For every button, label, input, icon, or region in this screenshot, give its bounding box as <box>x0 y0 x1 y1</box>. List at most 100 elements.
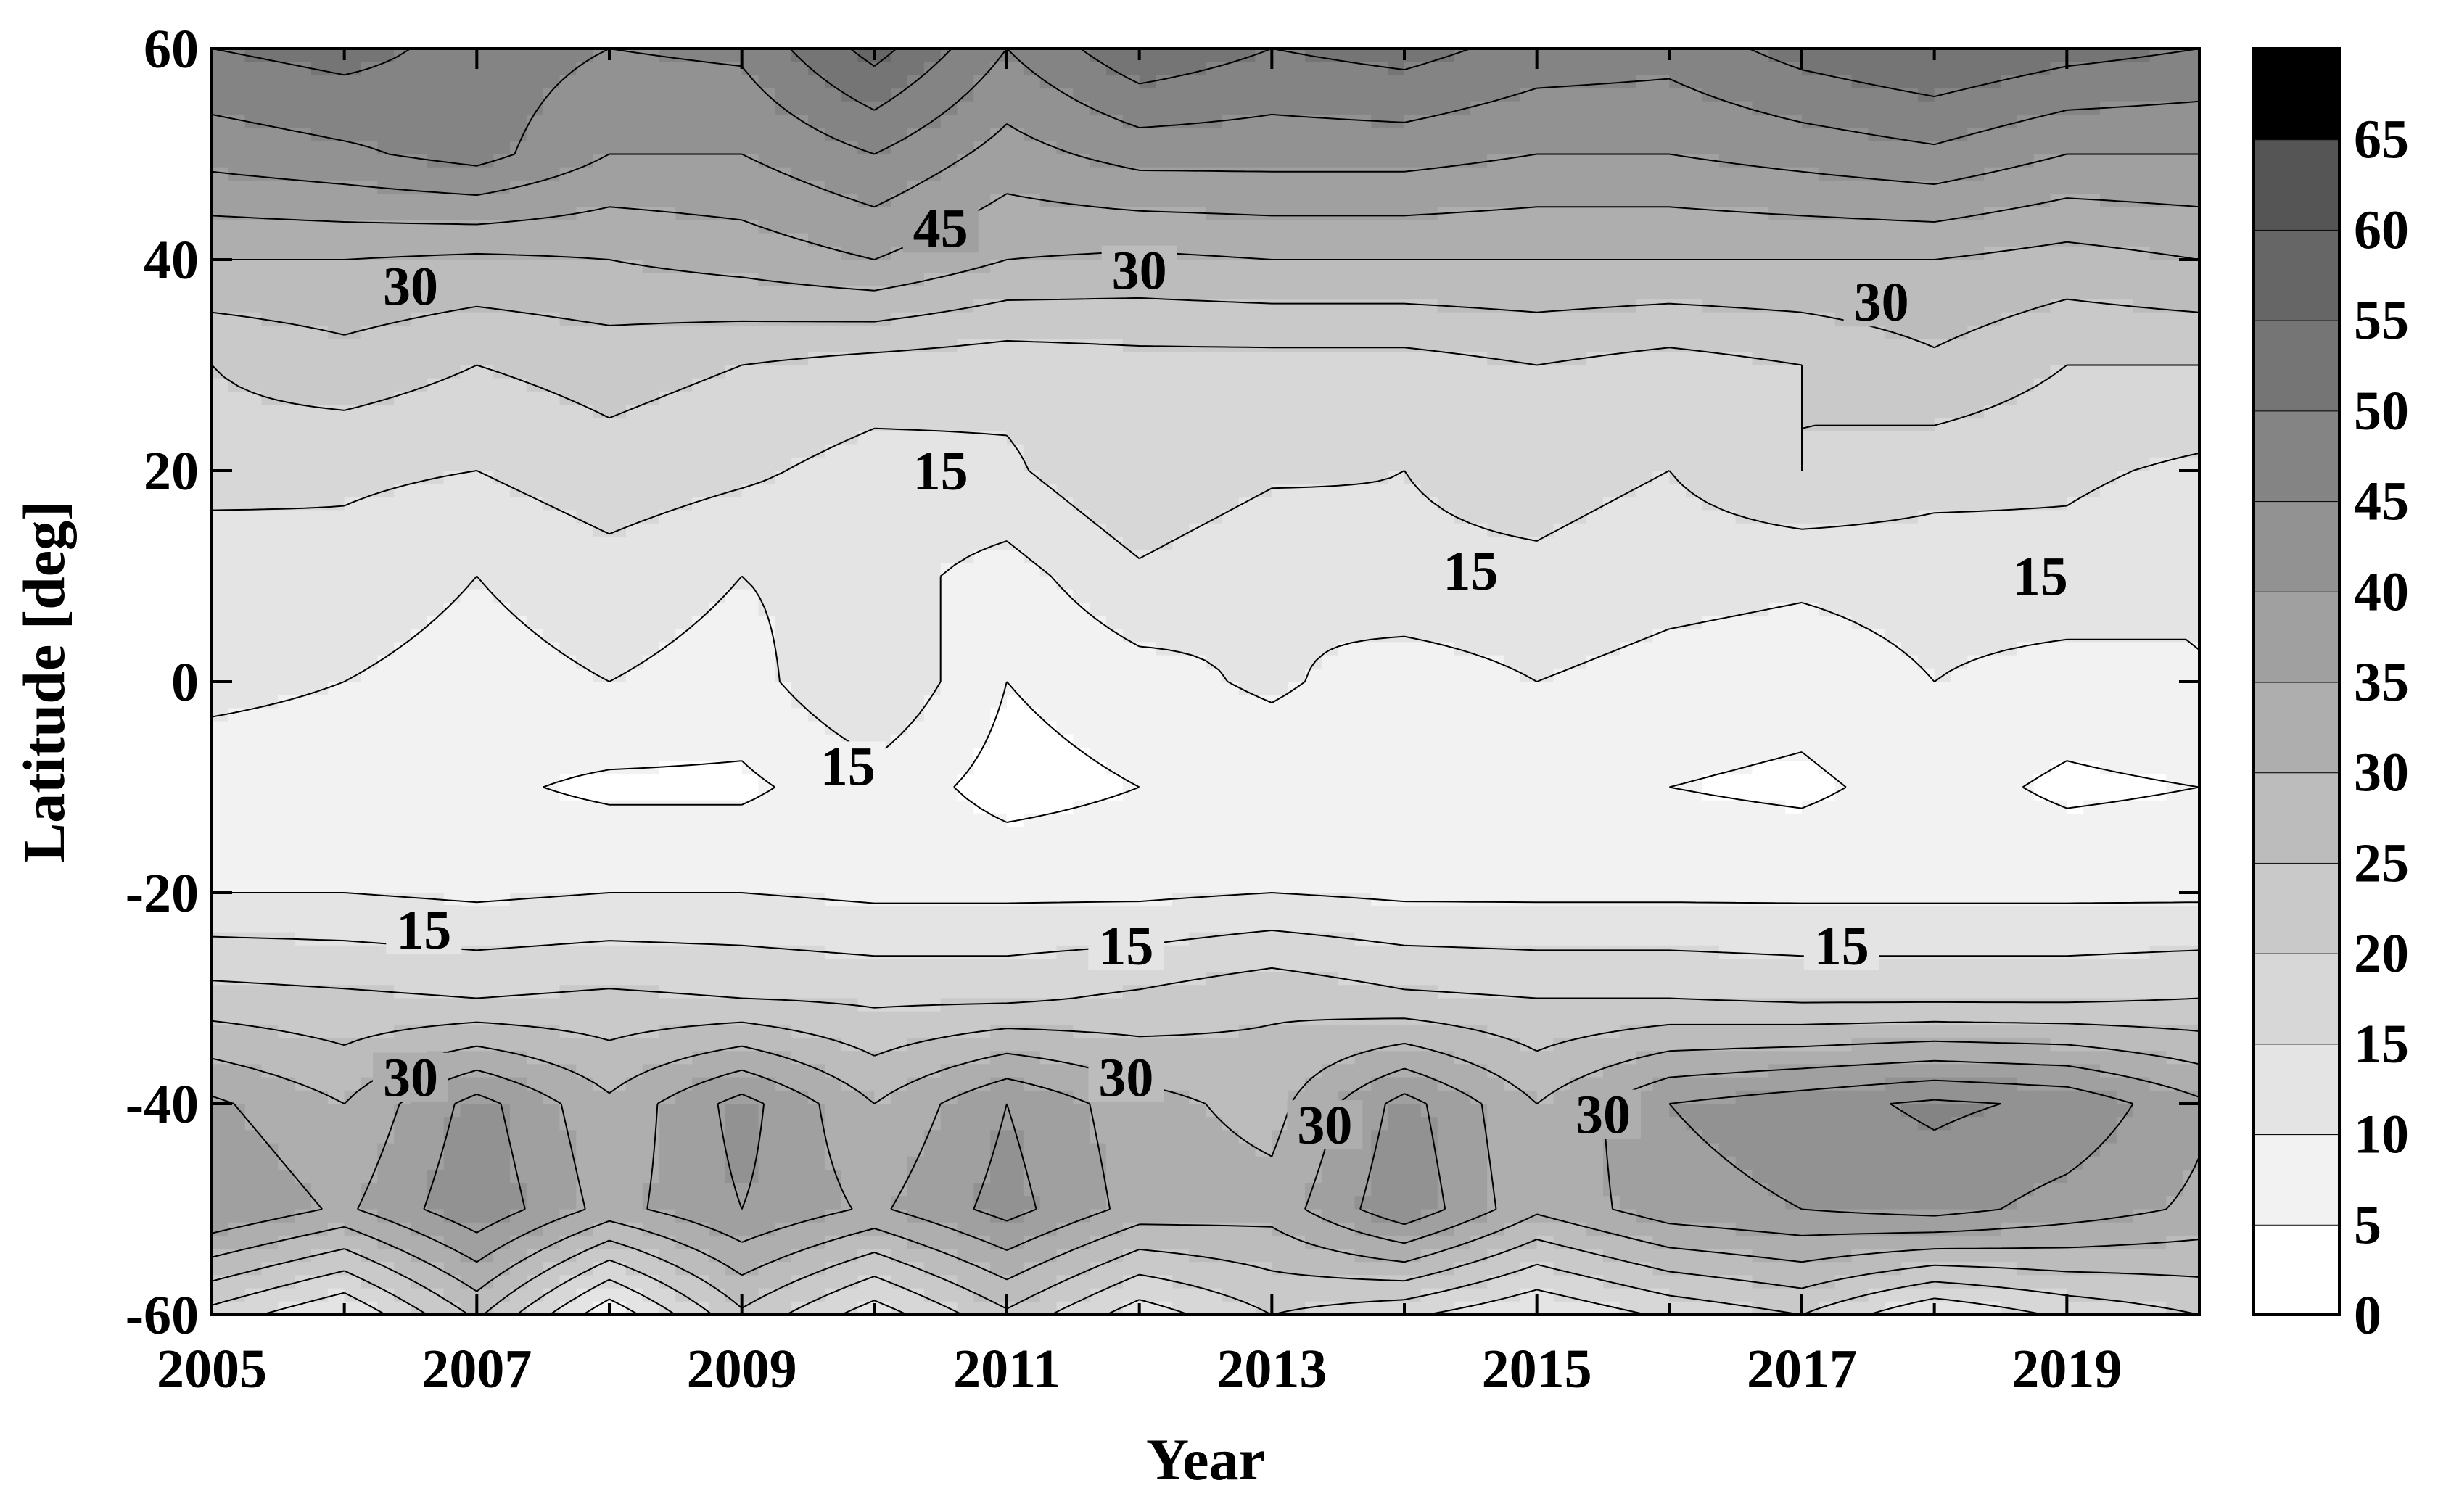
contour-cell <box>824 128 842 142</box>
contour-cell <box>1139 114 1157 128</box>
contour-cell <box>1156 167 1174 181</box>
contour-cell <box>2183 154 2199 168</box>
contour-cell <box>1536 352 1554 366</box>
contour-cell <box>709 312 726 326</box>
contour-cell <box>1917 510 1935 524</box>
contour-cell <box>808 246 825 260</box>
contour-cell <box>775 352 792 366</box>
contour-cell <box>1371 88 1388 102</box>
contour-cell <box>311 457 329 471</box>
contour-cell <box>1984 260 2001 273</box>
contour-cell <box>874 114 891 128</box>
contour-cell <box>1073 246 1090 260</box>
contour-cell <box>2149 49 2167 62</box>
contour-cell <box>990 405 1008 419</box>
contour-cell <box>2133 550 2151 564</box>
contour-cell <box>1752 154 1770 168</box>
contour-cell <box>891 550 908 564</box>
contour-cell <box>443 471 461 484</box>
contour-cell <box>1189 550 1206 564</box>
contour-cell <box>477 325 494 339</box>
contour-cell <box>1984 49 2001 62</box>
contour-cell <box>675 246 693 260</box>
contour-cell <box>1520 444 1538 458</box>
contour-cell <box>2100 207 2117 221</box>
contour-cell <box>1536 207 1554 221</box>
contour-cell <box>1901 576 1919 590</box>
contour-cell <box>1718 339 1737 353</box>
contour-cell <box>1686 484 1703 498</box>
contour-cell <box>1735 431 1753 445</box>
contour-cell <box>1272 49 1289 62</box>
contour-cell <box>907 405 925 419</box>
contour-cell <box>1073 233 1090 247</box>
contour-cell <box>1073 49 1090 62</box>
contour-cell <box>1371 405 1388 419</box>
contour-cell <box>1652 286 1671 300</box>
contour-cell <box>808 378 825 392</box>
contour-cell <box>1768 471 1786 484</box>
contour-cell <box>1735 207 1753 221</box>
contour-cell <box>1802 352 1819 366</box>
contour-cell <box>1156 365 1174 379</box>
contour-cell <box>1768 431 1786 445</box>
contour-cell <box>1718 128 1737 142</box>
contour-cell <box>2166 563 2183 577</box>
contour-cell <box>311 101 329 115</box>
contour-cell <box>1967 167 1985 181</box>
contour-cell <box>1901 444 1919 458</box>
contour-cell <box>824 339 842 353</box>
contour-cell <box>1586 550 1604 564</box>
contour-cell <box>1885 180 1902 194</box>
contour-cell <box>1354 471 1372 484</box>
contour-cell <box>891 325 908 339</box>
contour-cell <box>510 471 527 484</box>
contour-cell <box>1901 405 1919 419</box>
contour-cell <box>808 339 825 353</box>
contour-cell <box>394 563 411 577</box>
contour-cell <box>824 49 842 62</box>
contour-cell <box>411 484 428 498</box>
contour-cell <box>923 75 942 89</box>
contour-cell <box>1718 563 1737 577</box>
contour-cell <box>609 550 627 564</box>
contour-cell <box>2133 114 2151 128</box>
contour-cell <box>791 220 809 234</box>
contour-cell <box>1901 141 1919 155</box>
contour-cell <box>1338 167 1356 181</box>
contour-cell <box>1951 101 1969 115</box>
contour-cell <box>1702 484 1720 498</box>
contour-cell <box>709 431 726 445</box>
contour-cell <box>907 88 925 102</box>
contour-cell <box>1735 563 1753 577</box>
contour-cell <box>2183 273 2199 287</box>
contour-cell <box>2116 339 2134 353</box>
contour-cell <box>1338 365 1356 379</box>
contour-cell <box>1039 114 1058 128</box>
contour-cell <box>1007 563 1024 577</box>
contour-cell <box>1785 405 1803 419</box>
contour-cell <box>725 365 743 379</box>
contour-cell <box>1652 365 1671 379</box>
contour-cell <box>907 431 925 445</box>
contour-cell <box>278 405 295 419</box>
contour-cell <box>361 444 379 458</box>
contour-cell <box>311 497 329 511</box>
contour-cell <box>659 325 677 339</box>
contour-cell <box>1834 576 1853 590</box>
contour-cell <box>2183 550 2199 564</box>
contour-cell <box>394 497 411 511</box>
contour-cell <box>1570 75 1587 89</box>
contour-cell <box>1122 114 1140 128</box>
contour-cell <box>1073 378 1090 392</box>
contour-cell <box>775 180 792 194</box>
contour-cell <box>1388 180 1405 194</box>
contour-cell <box>295 246 312 260</box>
contour-cell <box>1669 431 1687 445</box>
contour-cell <box>244 550 263 564</box>
contour-cell <box>1636 563 1654 577</box>
contour-cell <box>1619 352 1637 366</box>
contour-cell <box>1139 233 1157 247</box>
contour-cell <box>2183 128 2199 142</box>
contour-cell <box>1172 325 1190 339</box>
